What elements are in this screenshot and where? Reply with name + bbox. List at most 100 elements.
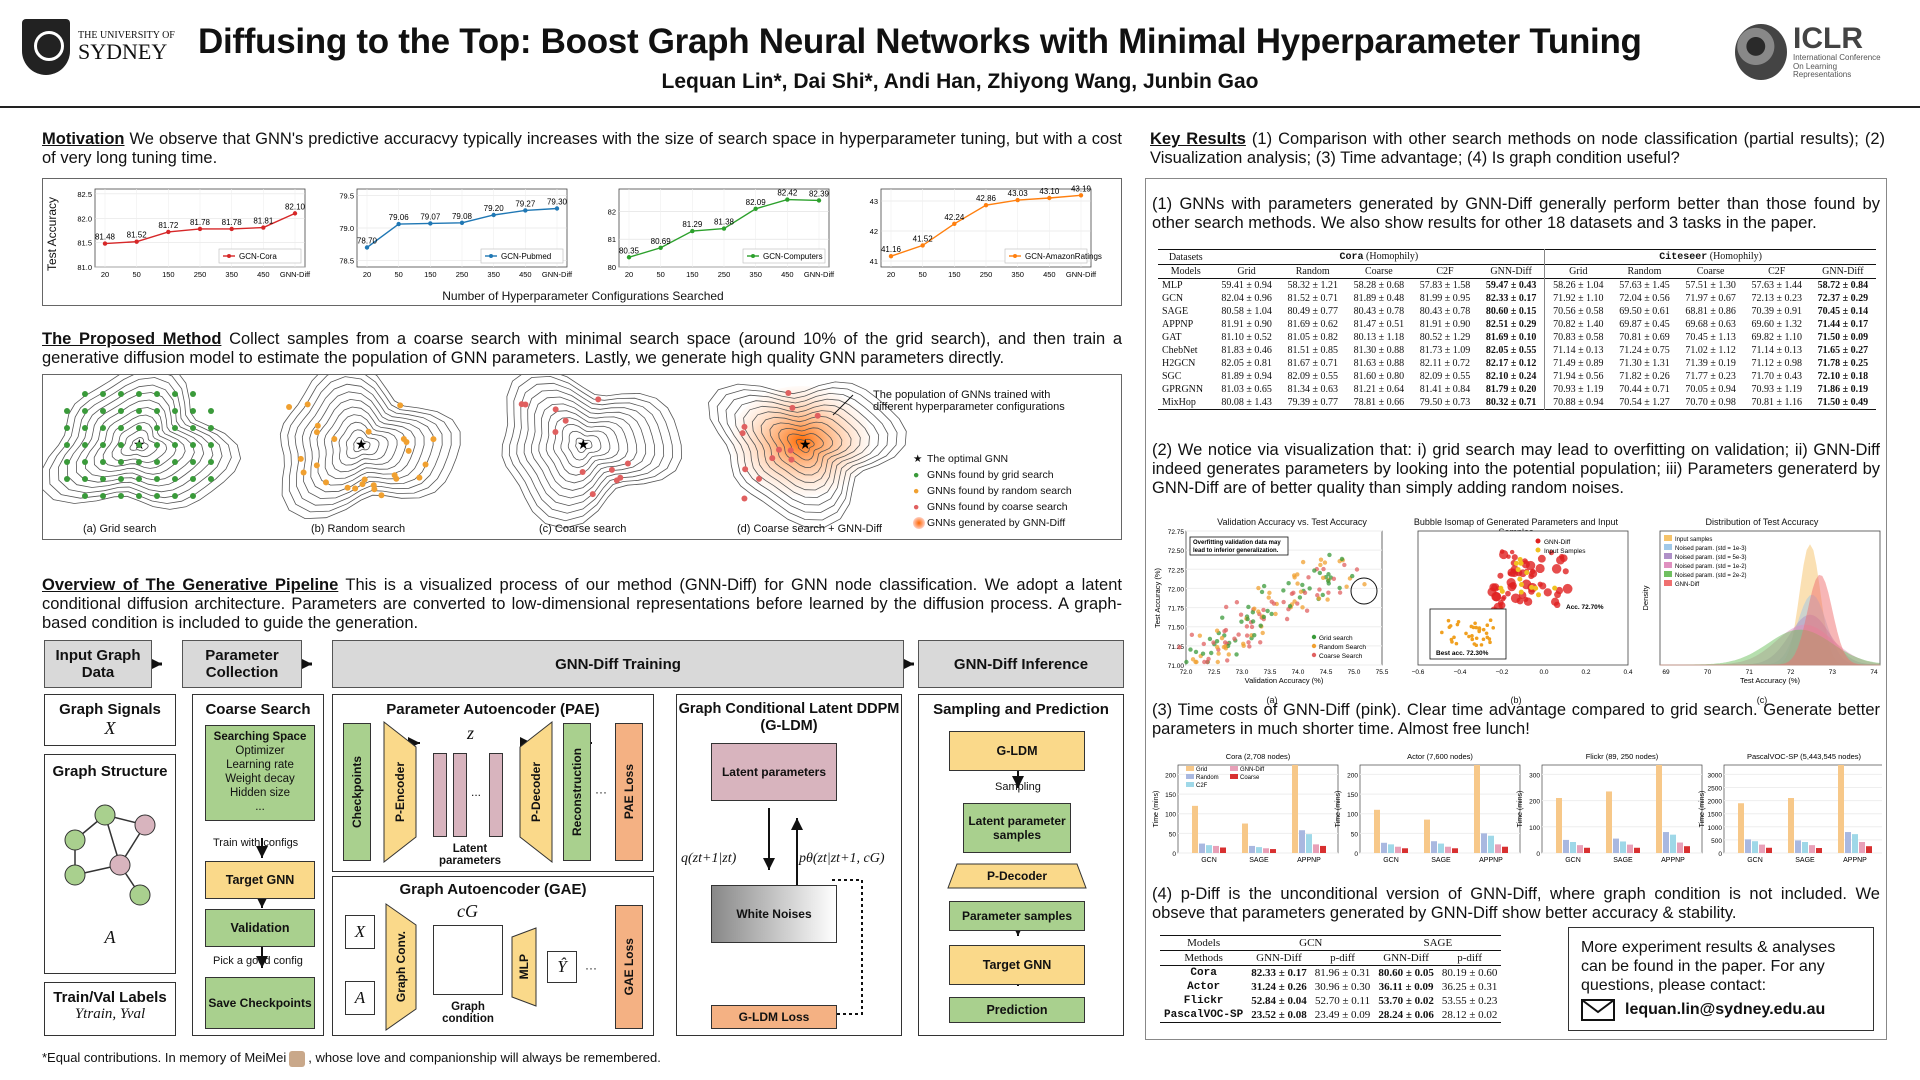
motivation-charts: Test Accuracy 81.0 81.5 82.0 82.5 20 50 150 250…: [42, 178, 1122, 306]
table-row: GCN 82.04 ± 0.96 81.52 ± 0.71 81.89 ± 0.48 8…: [1162, 292, 1869, 305]
table-row: APPNP 81.91 ± 0.90 81.69 ± 0.62 81.47 ± 0.5…: [1162, 318, 1869, 331]
svg-text:71.25: 71.25: [1168, 644, 1185, 651]
svg-text:100: 100: [1165, 812, 1176, 819]
data-label: 81.81: [253, 217, 274, 226]
data-label: 80.69: [651, 237, 672, 246]
x-tick: 50: [132, 270, 140, 279]
labels-box: Train/Val Labels Ytrain, Yval: [44, 982, 176, 1036]
bar: [1242, 823, 1248, 853]
data-label: 79.08: [452, 212, 473, 221]
svg-text:GCN: GCN: [1565, 857, 1581, 864]
svg-text:GNN-Diff: GNN-Diff: [1675, 582, 1700, 588]
bar: [1563, 839, 1569, 853]
gldm-box: Graph Conditional Latent DDPM (G-LDM) La…: [676, 694, 902, 1036]
x-tick: GNN-Diff: [542, 270, 573, 279]
data-point: [690, 228, 695, 234]
iclr-mark-icon: [1735, 24, 1787, 80]
svg-text:GNN-Diff: GNN-Diff: [1544, 539, 1570, 546]
svg-text:−0.4: −0.4: [1454, 669, 1467, 676]
inference-box: Sampling and Prediction G-LDM Sampling L…: [918, 694, 1124, 1036]
prediction-box: Prediction: [949, 997, 1085, 1023]
y-tick: 41: [870, 257, 878, 266]
svg-text:GCN: GCN: [1201, 857, 1217, 864]
svg-text:Input Samples: Input Samples: [1544, 548, 1586, 555]
y-tick: 82.5: [77, 190, 92, 199]
data-point: [491, 212, 496, 218]
result-4: (4) p-Diff is the unconditional version …: [1152, 885, 1880, 922]
svg-text:Grid: Grid: [1196, 767, 1207, 773]
svg-text:74.5: 74.5: [1320, 669, 1333, 676]
data-label: 43.10: [1039, 187, 1060, 196]
data-point: [952, 221, 957, 226]
contact-email[interactable]: lequan.lin@sydney.edu.au: [1625, 1001, 1826, 1018]
x-tick: 20: [887, 270, 895, 279]
caption-grid: (a) Grid search: [83, 523, 157, 535]
data-label: 81.52: [127, 231, 148, 240]
svg-text:SAGE: SAGE: [1431, 857, 1451, 864]
bar: [1206, 845, 1212, 853]
bar: [1620, 841, 1626, 853]
bar: [1838, 765, 1844, 853]
x-tick: 150: [686, 270, 699, 279]
checkpoints-block: Checkpoints: [343, 723, 371, 861]
line-chart-3: 41 42 43 20 50 150 250 350 450 GNN-Diff 41.16 41.52…: [870, 184, 1102, 279]
svg-text:69: 69: [1662, 669, 1670, 676]
contour-3: ★: [708, 381, 907, 528]
table-row: MLP 59.41 ± 0.94 58.32 ± 1.21 58.28 ± 0.68 5…: [1162, 278, 1869, 292]
table-row: SAGE 80.58 ± 1.04 80.49 ± 0.77 80.43 ± 0.78…: [1162, 305, 1869, 318]
svg-text:Time (mins): Time (mins): [1699, 791, 1706, 828]
data-point: [920, 243, 925, 248]
svg-text:50: 50: [1169, 831, 1177, 838]
data-label: 82.09: [746, 198, 767, 207]
svg-text:SAGE: SAGE: [1613, 857, 1633, 864]
line-chart-1: 78.5 79.0 79.5 20 50 150 250 350 450 GNN-Diff 78.7…: [339, 188, 573, 279]
svg-text:72.25: 72.25: [1168, 567, 1185, 574]
crest-icon: [22, 19, 70, 75]
accuracy-line-charts: 81.0 81.5 82.0 82.5 20 50 150 250 350 450 GNN-Diff…: [77, 184, 1102, 279]
bar: [1431, 841, 1437, 853]
result-3: (3) Time costs of GNN-Diff (pink). Clear…: [1152, 701, 1880, 738]
svg-text:−0.2: −0.2: [1496, 669, 1509, 676]
bar: [1402, 848, 1408, 853]
data-point: [785, 197, 790, 202]
svg-text:Overfitting validation data ma: Overfitting validation data may: [1193, 540, 1281, 546]
bar: [1584, 847, 1590, 853]
svg-text:74.0: 74.0: [1292, 669, 1305, 676]
x-tick: 450: [257, 270, 270, 279]
svg-text:Actor (7,600 nodes): Actor (7,600 nodes): [1407, 752, 1473, 761]
bar: [1495, 844, 1501, 853]
svg-text:2000: 2000: [1708, 799, 1723, 806]
bar: [1816, 848, 1822, 853]
optimal-star: ★: [355, 436, 368, 452]
line-chart-0: 81.0 81.5 82.0 82.5 20 50 150 250 350 450 GNN-Diff…: [77, 188, 311, 279]
time-chart-1: Actor (7,600 nodes) 0 50 100 150 200 Time (min…: [1335, 752, 1521, 864]
x-tick: 20: [363, 270, 371, 279]
method-figure: ★★★★ (a) Grid search (b) Random search (…: [42, 374, 1122, 540]
data-point: [102, 241, 108, 246]
svg-text:71.00: 71.00: [1168, 663, 1185, 670]
svg-text:GCN: GCN: [1383, 857, 1399, 864]
x-tick: 50: [656, 270, 664, 279]
svg-text:74: 74: [1870, 669, 1878, 676]
data-label: 79.06: [389, 213, 410, 222]
comparison-table: Datasets Cora (Homophily) Citeseer (Homoph…: [1158, 249, 1876, 410]
method-text: The Proposed Method Collect samples from…: [42, 330, 1123, 367]
data-label: 42.86: [976, 194, 997, 203]
svg-text:100: 100: [1347, 812, 1358, 819]
table-row: H2GCN 82.05 ± 0.81 81.67 ± 0.71 81.63 ± 0.8…: [1162, 357, 1869, 370]
motivation-text: Motivation We observe that GNN's predict…: [42, 130, 1122, 167]
data-label: 82.10: [285, 202, 306, 211]
svg-text:73.0: 73.0: [1236, 669, 1249, 676]
svg-text:lead to inferior generalizatio: lead to inferior generalization.: [1193, 548, 1279, 554]
svg-text:71.75: 71.75: [1168, 606, 1185, 613]
gldm-loss-box: G-LDM Loss: [711, 1005, 837, 1029]
population-callout: The population of GNNs trained with diff…: [873, 389, 1065, 413]
x-tick: 250: [194, 270, 207, 279]
svg-text:Validation Accuracy (%): Validation Accuracy (%): [1245, 676, 1324, 685]
time-chart-0: Cora (2,708 nodes) 0 50 100 150 200 Time (mins…: [1153, 752, 1339, 864]
bar: [1627, 844, 1633, 853]
validation-box: Validation: [205, 909, 315, 947]
svg-text:Input samples: Input samples: [1675, 537, 1712, 543]
bar: [1677, 842, 1683, 853]
latent-params-box: Latent parameters: [711, 743, 837, 801]
